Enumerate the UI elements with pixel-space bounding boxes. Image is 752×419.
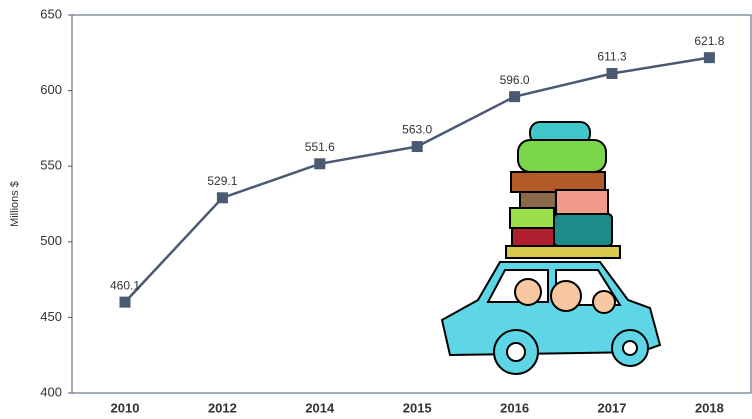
marker [607, 68, 618, 79]
marker [314, 158, 325, 169]
roof-rack [506, 246, 620, 258]
y-tick-label: 600 [40, 82, 62, 97]
value-label: 596.0 [500, 73, 530, 87]
y-tick-label: 650 [40, 6, 62, 21]
passenger [593, 291, 615, 313]
luggage-bag [518, 140, 606, 172]
x-tick-label: 2018 [695, 400, 724, 415]
marker [509, 91, 520, 102]
y-axis-label: Millions $ [9, 181, 21, 227]
x-tick-label: 2017 [598, 400, 627, 415]
value-label: 621.8 [694, 34, 724, 48]
marker [217, 192, 228, 203]
y-tick-label: 400 [40, 384, 62, 399]
chart: Millions $ 400 450 500 550 600 650 2010 2012 201… [0, 0, 752, 419]
marker [120, 297, 131, 308]
passenger [515, 279, 541, 305]
value-label: 611.3 [597, 50, 626, 64]
x-tick-label: 2014 [305, 400, 335, 415]
car-illustration [442, 122, 660, 374]
marker [412, 141, 423, 152]
hubcap [623, 341, 637, 355]
luggage-case [556, 190, 608, 216]
x-tick-label: 2010 [111, 400, 140, 415]
passenger [551, 281, 581, 311]
hubcap [507, 343, 525, 361]
value-label: 551.6 [305, 140, 335, 154]
y-tick-label: 500 [40, 233, 62, 248]
marker [704, 52, 715, 63]
y-tick-label: 450 [40, 309, 62, 324]
luggage-case [512, 228, 554, 246]
value-label: 563.0 [402, 123, 432, 137]
value-label: 529.1 [207, 174, 237, 188]
luggage-case [554, 214, 612, 246]
y-tick-label: 550 [40, 158, 62, 173]
luggage-case [520, 192, 558, 208]
x-tick-label: 2016 [500, 400, 529, 415]
x-tick-label: 2012 [208, 400, 237, 415]
value-label: 460.1 [110, 278, 140, 292]
x-tick-label: 2015 [403, 400, 432, 415]
luggage-case [510, 208, 554, 228]
